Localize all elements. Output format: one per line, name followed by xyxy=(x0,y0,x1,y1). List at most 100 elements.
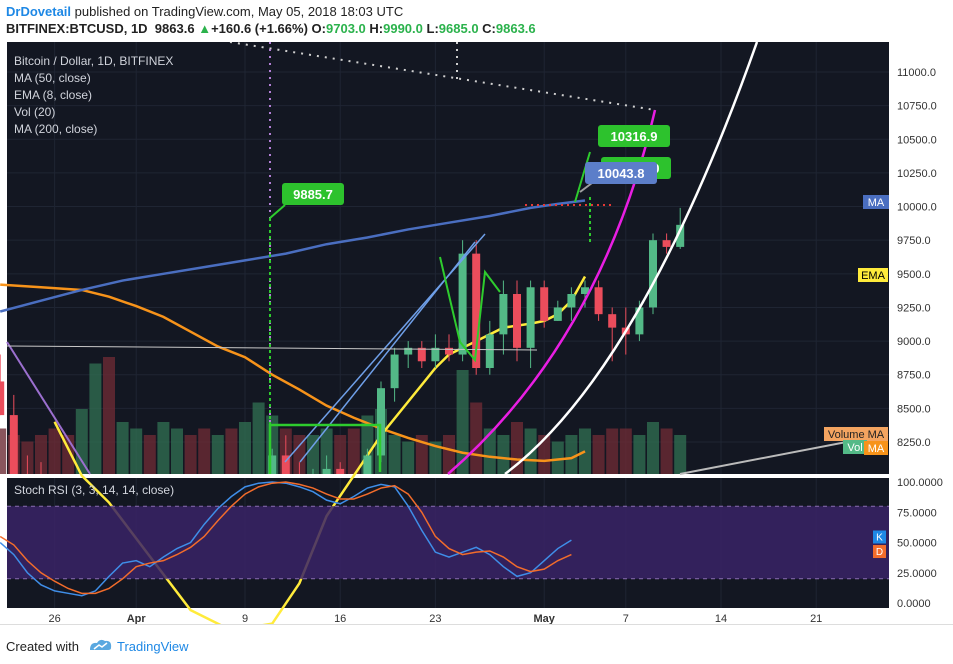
volume-bar xyxy=(116,422,129,474)
candle-body xyxy=(581,287,589,294)
open-label: O: xyxy=(311,21,326,36)
ma50-axis-tag xyxy=(864,441,888,455)
volume-bar xyxy=(429,441,442,474)
candle-body xyxy=(526,287,535,348)
chart-header: DrDovetail published on TradingView.com,… xyxy=(0,0,953,42)
callout-pointer xyxy=(269,204,286,219)
candle-body xyxy=(608,314,617,328)
up-arrow-icon: ▲ xyxy=(198,21,212,36)
trend-drawings xyxy=(6,42,889,475)
volume-bar xyxy=(592,435,605,474)
candle-body xyxy=(567,294,576,308)
volume-bar xyxy=(443,435,455,474)
price-change: +160.6 (+1.66%) xyxy=(211,21,308,36)
time-tick-label: 14 xyxy=(715,613,727,624)
ma200-axis-tag-label: MA xyxy=(868,197,885,209)
volume-bar xyxy=(35,435,47,474)
author-link[interactable]: DrDovetail xyxy=(6,4,72,19)
published-text: published on TradingView.com, May 05, 20… xyxy=(71,4,404,19)
close-value: 9863.6 xyxy=(495,21,536,36)
volume-bar xyxy=(606,428,619,474)
candle-body xyxy=(268,455,277,474)
volume-bar xyxy=(225,428,238,474)
candle-body xyxy=(472,253,481,368)
high-value: 9990.0 xyxy=(383,21,423,36)
time-tick-label: 9 xyxy=(242,613,248,624)
volume-bar xyxy=(647,422,659,474)
tradingview-link[interactable]: TradingView xyxy=(117,639,189,654)
low-label: L: xyxy=(426,21,439,36)
candle-body xyxy=(662,240,671,247)
candle-body xyxy=(540,287,549,321)
legend-vol: Vol (20) xyxy=(14,105,55,119)
time-tick-label: Apr xyxy=(127,613,147,624)
stoch-k-tag xyxy=(873,530,886,544)
legend-title: Bitcoin / Dollar, 1D, BITFINEX xyxy=(14,54,173,68)
price-tick-label: 8250.0 xyxy=(897,437,931,449)
ema-axis-tag xyxy=(858,268,888,282)
ma50-axis-tag-label: MA xyxy=(868,443,885,455)
price-tick-label: 9750.0 xyxy=(897,235,931,247)
candle-body xyxy=(336,468,345,474)
volume-bar xyxy=(347,428,360,474)
tradingview-logo-icon xyxy=(90,639,112,650)
volume-bar xyxy=(307,435,319,474)
candle-body xyxy=(281,455,290,474)
candle-body xyxy=(404,347,413,355)
volume-bar xyxy=(252,402,265,474)
candle-body xyxy=(9,415,18,474)
candle-body xyxy=(499,294,508,335)
publish-line: DrDovetail published on TradingView.com,… xyxy=(6,4,403,19)
low-value: 9685.0 xyxy=(438,21,479,36)
volume-bar xyxy=(143,435,156,474)
stoch-k-line xyxy=(0,481,572,597)
ma-line xyxy=(0,199,586,313)
volume-bar xyxy=(402,441,415,474)
candle-body xyxy=(363,455,372,474)
vol-axis-tag xyxy=(843,440,867,454)
candle-body xyxy=(513,294,521,348)
volume-bar xyxy=(456,370,469,474)
volume-bar xyxy=(388,435,401,474)
candle-body xyxy=(553,307,562,321)
time-tick-label: May xyxy=(533,613,555,624)
volume-ma-axis-tag-label: Volume MA xyxy=(828,429,885,441)
stoch-k-tag-label: K xyxy=(876,533,883,544)
volume-bar xyxy=(334,435,347,474)
volume-bar xyxy=(211,435,224,474)
volume-bar xyxy=(470,402,483,474)
volume-bar xyxy=(62,435,75,474)
volume-bar xyxy=(633,435,646,474)
candle-body xyxy=(649,240,657,308)
callout-9885-text: 9885.7 xyxy=(293,187,333,202)
candle-body xyxy=(322,468,331,474)
candle-body xyxy=(635,307,644,335)
price-tick-label: 10000.0 xyxy=(897,202,937,214)
vol-axis-tag-label: Vol xyxy=(847,442,862,454)
time-tick-label: 26 xyxy=(48,613,60,624)
candle-body xyxy=(0,381,5,416)
stoch-d-tag xyxy=(873,545,886,559)
legend-ma50: MA (50, close) xyxy=(14,71,91,85)
volume-bar xyxy=(171,428,183,474)
stoch-d-tag-label: D xyxy=(876,547,883,558)
volume-bar xyxy=(75,409,88,474)
volume-bar xyxy=(483,428,496,474)
volume-bar xyxy=(103,357,115,474)
volume-bar xyxy=(538,435,551,474)
price-tick-label: 11000.0 xyxy=(897,67,936,79)
price-tick-label: 8500.0 xyxy=(897,403,931,415)
volume-bar xyxy=(130,428,143,474)
ema-axis-tag-label: EMA xyxy=(861,270,886,282)
callout-10043 xyxy=(585,162,657,184)
time-tick-label: 16 xyxy=(334,613,346,624)
price-pane[interactable] xyxy=(7,42,889,474)
price-tick-label: 10750.0 xyxy=(897,101,937,113)
candle-body xyxy=(445,347,453,355)
price-tick-label: 9500.0 xyxy=(897,269,931,281)
candle-body xyxy=(431,347,440,362)
price-tick-label: 10500.0 xyxy=(897,134,937,146)
close-label: C: xyxy=(482,21,496,36)
stoch-legend: Stoch RSI (3, 3, 14, 14, close) xyxy=(14,483,174,497)
